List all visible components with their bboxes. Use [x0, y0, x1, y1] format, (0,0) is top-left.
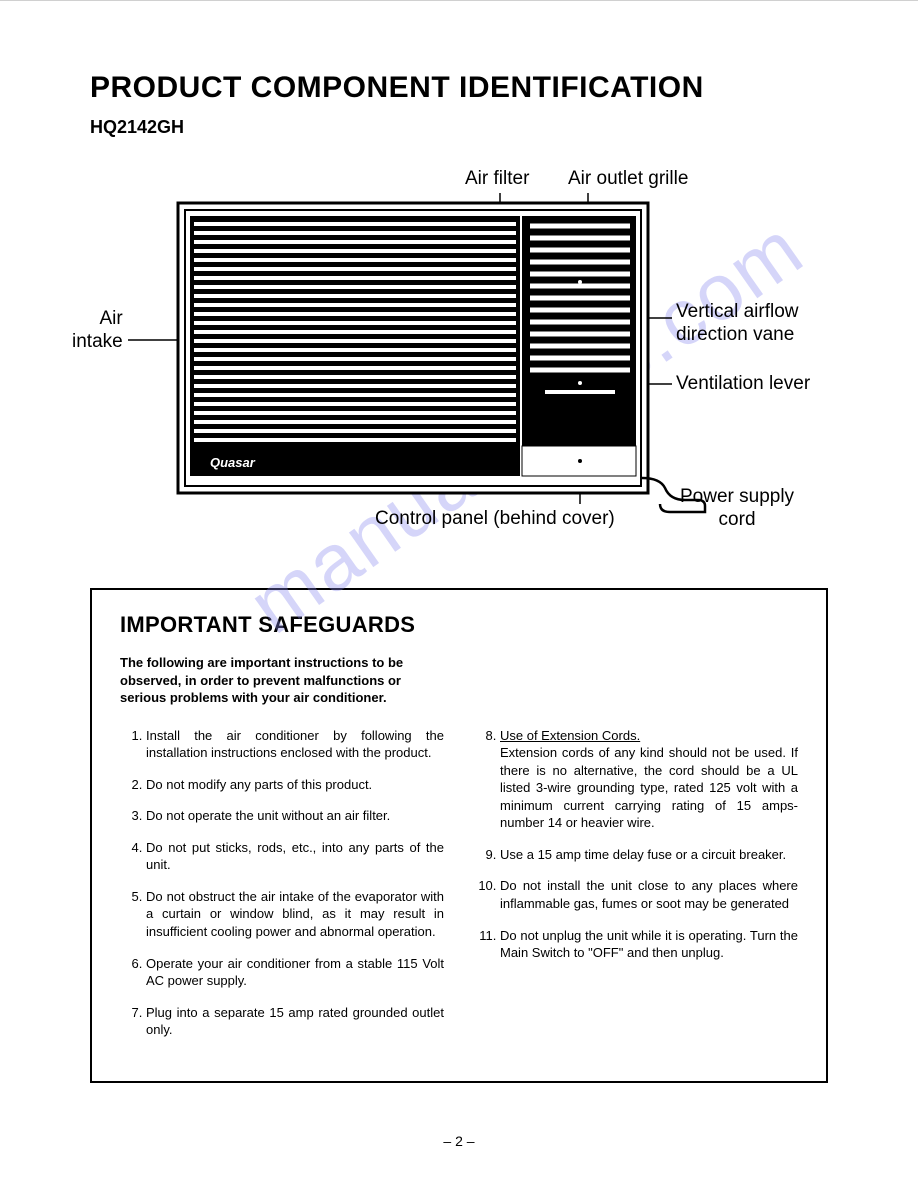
component-diagram: Air filter Air outlet grille Air intake … — [90, 168, 830, 548]
safeguards-col-left: Install the air conditioner by following… — [120, 727, 444, 1053]
page-number: – 2 – — [0, 1133, 918, 1149]
list-item: Use a 15 amp time delay fuse or a circui… — [500, 846, 798, 864]
page: manualshive.com PRODUCT COMPONENT IDENTI… — [0, 0, 918, 1189]
safeguards-title: IMPORTANT SAFEGUARDS — [120, 612, 798, 638]
safeguards-columns: Install the air conditioner by following… — [120, 727, 798, 1053]
list-item: Do not install the unit close to any pla… — [500, 877, 798, 912]
safeguards-intro: The following are important instructions… — [120, 654, 450, 707]
model-number: HQ2142GH — [90, 117, 828, 138]
safeguards-box: IMPORTANT SAFEGUARDS The following are i… — [90, 588, 828, 1083]
list-item: Do not modify any parts of this product. — [146, 776, 444, 794]
list-item: Do not unplug the unit while it is opera… — [500, 927, 798, 962]
list-item: Plug into a separate 15 amp rated ground… — [146, 1004, 444, 1039]
svg-text:Quasar: Quasar — [210, 455, 256, 470]
list-item: Do not obstruct the air intake of the ev… — [146, 888, 444, 941]
list-item: Do not put sticks, rods, etc., into any … — [146, 839, 444, 874]
content: PRODUCT COMPONENT IDENTIFICATION HQ2142G… — [0, 1, 918, 1083]
page-title: PRODUCT COMPONENT IDENTIFICATION — [90, 71, 828, 105]
list-item: Use of Extension Cords.Extension cords o… — [500, 727, 798, 832]
list-item: Do not operate the unit without an air f… — [146, 807, 444, 825]
list-item: Operate your air conditioner from a stab… — [146, 955, 444, 990]
list-item: Install the air conditioner by following… — [146, 727, 444, 762]
ac-unit-icon: Quasar — [90, 168, 830, 548]
safeguards-col-right: Use of Extension Cords.Extension cords o… — [474, 727, 798, 1053]
